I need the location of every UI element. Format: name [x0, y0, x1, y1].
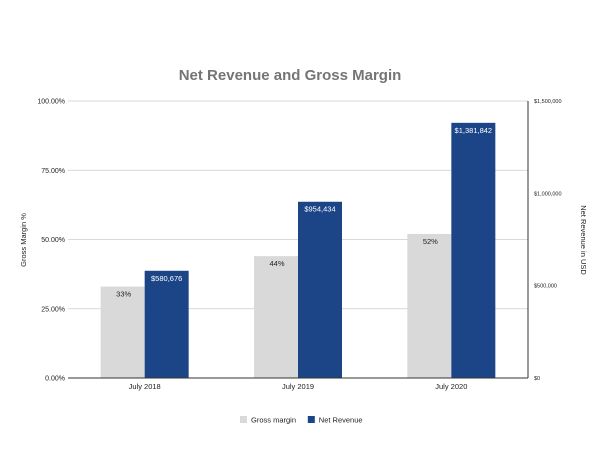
bar-net-revenue: [298, 201, 342, 378]
right-tick-label: $1,500,000: [534, 99, 562, 105]
axes: [68, 101, 529, 379]
chart-title: Net Revenue and Gross Margin: [179, 67, 402, 84]
left-tick-label: 25.00%: [41, 306, 65, 313]
bar-gross-margin: [407, 233, 452, 378]
right-axis-ticks: $0 $500,000 $1,000,000 $1,500,000: [534, 99, 562, 382]
category-label: July 2020: [435, 382, 467, 391]
left-tick-label: 0.00%: [45, 376, 65, 383]
left-axis-ticks: 0.00% 25.00% 50.00% 75.00% 100.00%: [37, 99, 65, 383]
category-label: July 2018: [129, 382, 161, 391]
data-label-net-revenue: $1,381,842: [455, 126, 493, 135]
right-tick-label: $0: [534, 376, 540, 382]
legend-swatch: [307, 416, 315, 423]
bar-net-revenue: [144, 270, 189, 378]
left-tick-label: 75.00%: [41, 168, 65, 175]
bar-gross-margin: [254, 256, 298, 378]
legend-swatch: [240, 416, 247, 423]
right-axis-title: Net Revenue in USD: [579, 205, 588, 275]
legend-label: Gross margin: [251, 416, 296, 425]
data-label-net-revenue: $580,676: [151, 274, 182, 283]
right-tick-label: $1,000,000: [534, 191, 562, 197]
legend-label: Net Revenue: [319, 416, 363, 425]
data-label-gross-margin: 33%: [116, 290, 131, 299]
category-labels: July 2018 July 2019 July 2020: [129, 382, 468, 391]
left-tick-label: 100.00%: [37, 99, 65, 106]
category-label: July 2019: [282, 382, 314, 391]
left-axis-title: Gross Margin %: [19, 213, 28, 267]
bars: [100, 122, 496, 378]
data-labels: 33% $580,676 44% $954,434 52% $1,381,842: [116, 126, 492, 299]
bar-gross-margin: [100, 286, 145, 378]
left-tick-label: 50.00%: [41, 237, 65, 244]
data-label-net-revenue: $954,434: [304, 205, 335, 214]
bar-net-revenue: [451, 122, 496, 378]
data-label-gross-margin: 44%: [269, 259, 284, 268]
data-label-gross-margin: 52%: [423, 237, 438, 246]
right-tick-label: $500,000: [534, 284, 557, 290]
legend: Gross margin Net Revenue: [240, 416, 363, 425]
